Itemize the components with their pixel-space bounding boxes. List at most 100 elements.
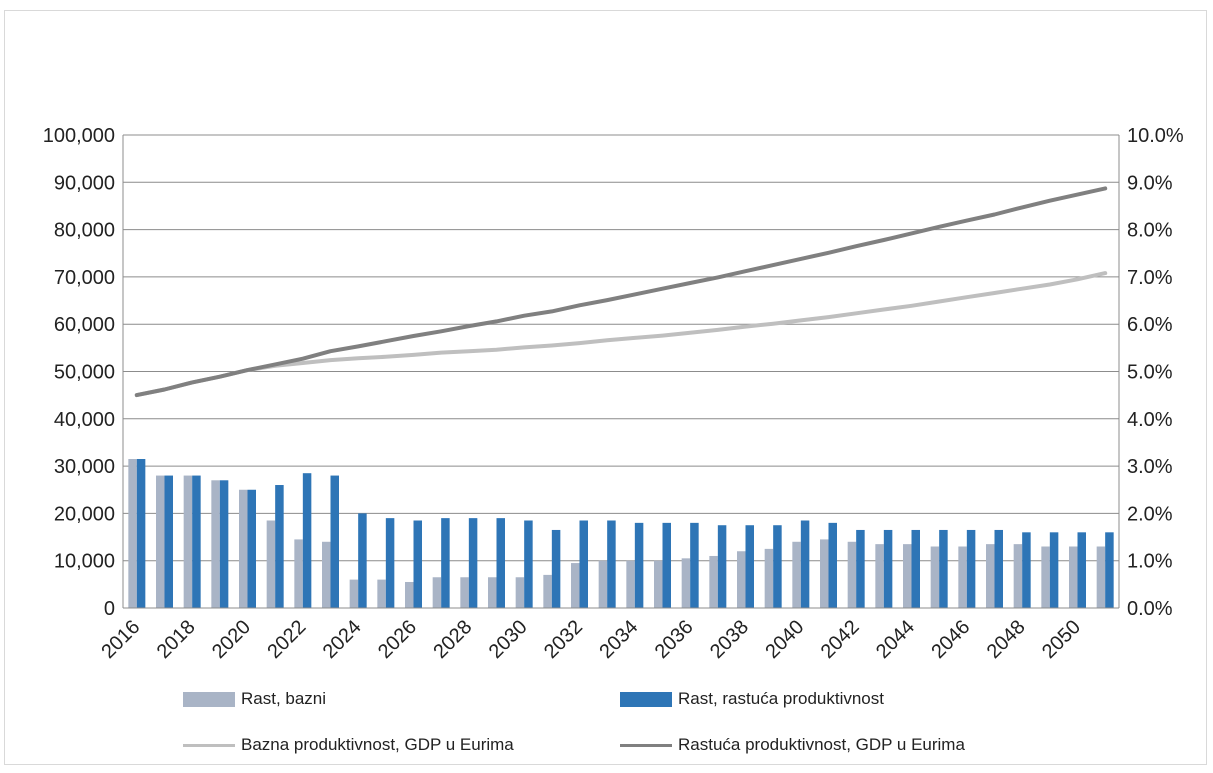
bar-rast-bazni	[515, 577, 525, 608]
bar-rast-rastuca	[164, 475, 173, 608]
bar-rast-bazni	[820, 539, 829, 608]
bar-rast-bazni	[322, 541, 331, 608]
bar-rast-rastuca	[275, 485, 284, 608]
x-tick-label: 2046	[927, 616, 974, 663]
y-right-tick-label: 7.0%	[1127, 267, 1173, 289]
bar-rast-rastuca	[579, 520, 588, 608]
y-left-tick-label: 60,000	[54, 314, 115, 336]
line-rastuca-produktivnost	[134, 186, 1108, 398]
bar-rast-rastuca	[441, 518, 450, 608]
bar-rast-bazni	[211, 480, 220, 608]
bar-rast-bazni	[654, 560, 663, 608]
x-tick-label: 2016	[97, 616, 144, 663]
line-bazna-produktivnost	[134, 271, 1108, 398]
bar-rast-rastuca	[966, 529, 976, 608]
y-right-tick-label: 5.0%	[1127, 362, 1173, 384]
bar-rast-bazni	[792, 541, 801, 608]
bar-rast-bazni	[183, 475, 193, 608]
bar-rast-bazni	[266, 520, 276, 608]
bar-rast-rastuca	[1077, 532, 1086, 608]
x-tick-label: 2030	[485, 616, 532, 663]
bar-rast-rastuca	[413, 520, 422, 608]
bar-rast-bazni	[460, 577, 469, 608]
bar-rast-rastuca	[634, 522, 644, 608]
bar-rast-rastuca	[773, 525, 782, 608]
bar-rast-rastuca	[551, 529, 561, 608]
bar-rast-rastuca	[524, 520, 533, 608]
y-right-tick-label: 10.0%	[1127, 125, 1184, 147]
bar-rast-rastuca	[690, 522, 699, 608]
bar-rast-rastuca	[468, 518, 478, 608]
x-tick-label: 2024	[319, 616, 366, 663]
bar-rast-bazni	[1013, 544, 1023, 608]
x-tick-label: 2044	[872, 616, 919, 663]
y-left-tick-label: 70,000	[54, 267, 115, 289]
bar-rast-bazni	[571, 563, 580, 608]
bar-rast-rastuca	[856, 529, 865, 608]
bar-rast-bazni	[875, 544, 884, 608]
y-left-tick-label: 10,000	[54, 551, 115, 573]
lines	[134, 186, 1108, 398]
bar-rast-bazni	[1096, 546, 1106, 608]
x-tick-label: 2022	[263, 616, 310, 663]
x-tick-label: 2038	[706, 616, 753, 663]
bar-rast-bazni	[488, 577, 497, 608]
x-tick-label: 2036	[651, 616, 698, 663]
y-right-tick-label: 3.0%	[1127, 456, 1173, 478]
bar-rast-bazni	[681, 558, 691, 608]
bar-rast-rastuca	[385, 518, 395, 608]
bar-rast-rastuca	[662, 522, 671, 608]
y-left-tick-label: 20,000	[54, 503, 115, 525]
bar-rast-bazni	[737, 551, 746, 608]
bar-rast-bazni	[847, 541, 857, 608]
bar-rast-rastuca	[607, 520, 616, 608]
gridlines	[123, 134, 1119, 562]
bar-rast-rastuca	[302, 473, 312, 608]
x-tick-label: 2050	[1038, 616, 1085, 663]
bar-rast-bazni	[598, 560, 608, 608]
x-tick-label: 2028	[429, 616, 476, 663]
y-left-tick-label: 90,000	[54, 172, 115, 194]
y-left-tick-label: 100,000	[43, 125, 115, 147]
bar-rast-bazni	[626, 560, 635, 608]
bar-rast-rastuca	[1022, 532, 1031, 608]
bar-rast-bazni	[294, 539, 303, 608]
bar-rast-rastuca	[219, 480, 229, 608]
chart-frame	[4, 10, 1207, 765]
bar-rast-rastuca	[247, 489, 256, 608]
bar-rast-bazni	[1069, 546, 1078, 608]
bar-rast-rastuca	[939, 529, 948, 608]
y-right-tick-label: 4.0%	[1127, 409, 1173, 431]
bar-rast-bazni	[156, 475, 165, 608]
bar-rast-bazni	[128, 459, 137, 608]
bar-rast-bazni	[930, 546, 940, 608]
bar-rast-bazni	[239, 489, 248, 608]
bar-rast-rastuca	[828, 522, 837, 608]
bar-rast-rastuca	[994, 529, 1003, 608]
bar-rast-bazni	[405, 581, 414, 608]
bar-rast-rastuca	[192, 475, 201, 608]
bar-rast-bazni	[958, 546, 967, 608]
y-left-tick-label: 50,000	[54, 362, 115, 384]
y-right-tick-label: 9.0%	[1127, 172, 1173, 194]
y-right-tick-label: 8.0%	[1127, 220, 1173, 242]
bar-rast-bazni	[432, 577, 442, 608]
y-left-tick-label: 0	[104, 598, 115, 620]
bar-rast-bazni	[377, 579, 386, 608]
bar-rast-rastuca	[358, 513, 367, 608]
bar-rast-bazni	[349, 579, 359, 608]
bar-rast-bazni	[1041, 546, 1050, 608]
y-left-tick-label: 40,000	[54, 409, 115, 431]
x-tick-label: 2020	[208, 616, 255, 663]
bar-rast-bazni	[903, 544, 912, 608]
bar-rast-bazni	[986, 544, 995, 608]
y-left-tick-label: 30,000	[54, 456, 115, 478]
x-tick-label: 2042	[817, 616, 864, 663]
bar-rast-rastuca	[800, 520, 810, 608]
x-tick-label: 2032	[540, 616, 587, 663]
y-right-tick-label: 2.0%	[1127, 503, 1173, 525]
bar-rast-rastuca	[1049, 532, 1059, 608]
bar-rast-rastuca	[496, 518, 505, 608]
bars	[128, 459, 1114, 608]
